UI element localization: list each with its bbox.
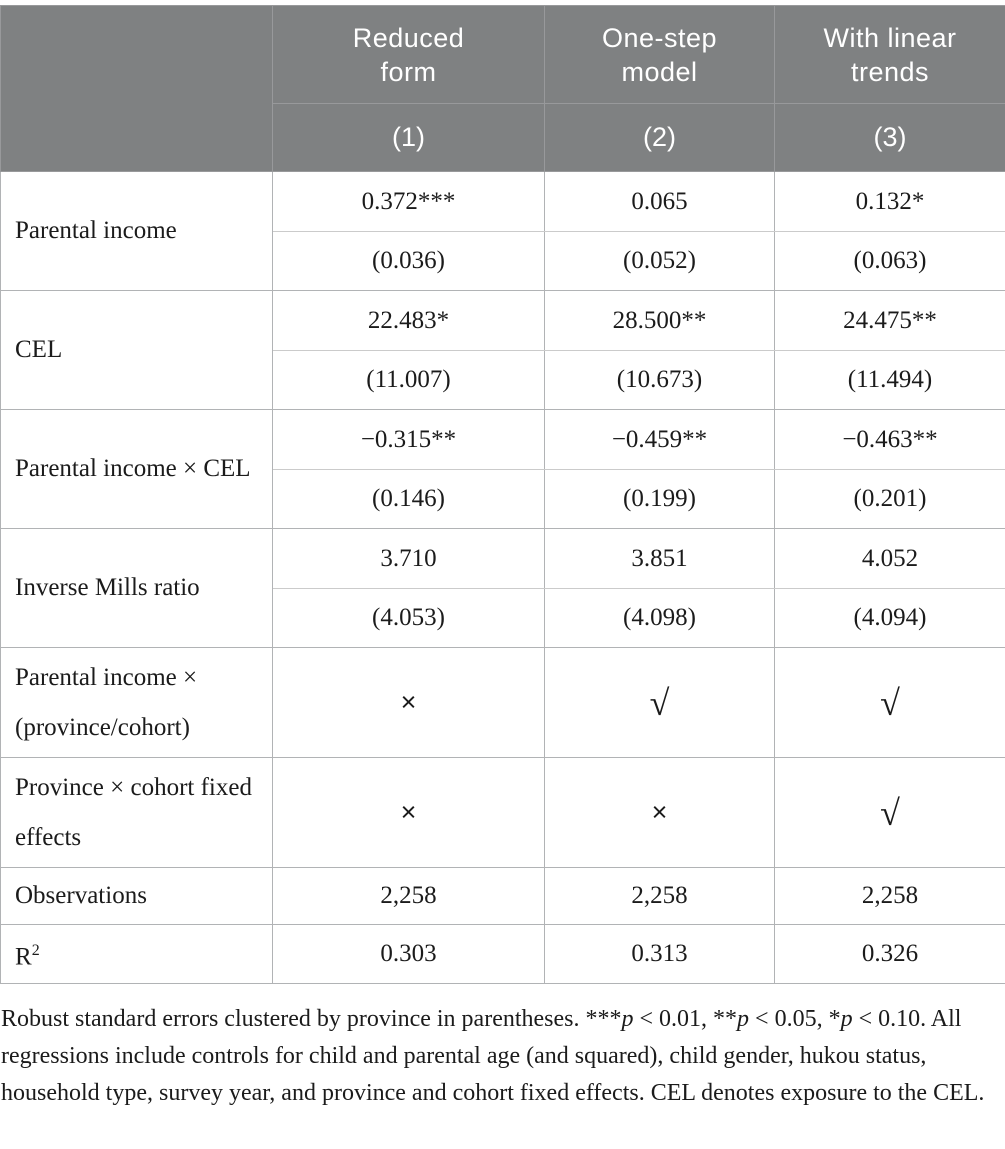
indicator-row: Parental income × (province/cohort) × √ √ <box>0 647 1005 758</box>
coefficient-cell: 0.065 <box>544 171 775 232</box>
stat-cell: 2,258 <box>544 867 775 925</box>
table-body: Parental income 0.372*** 0.065 0.132* (0.036… <box>0 171 1005 985</box>
column-number: (3) <box>774 103 1005 172</box>
se-cell: (4.094) <box>774 588 1005 648</box>
coefficient-cell: 28.500** <box>544 290 775 351</box>
cross-mark-cell: × <box>272 757 545 868</box>
se-cell: (0.199) <box>544 469 775 529</box>
footnote-segment: Robust standard errors clustered by prov… <box>1 1006 622 1033</box>
column-title: One-step model <box>544 5 775 104</box>
header-title-row: Reduced form One-step model With linear tr… <box>0 5 1005 172</box>
column-number: (2) <box>544 103 775 172</box>
row-label: Parental income <box>0 171 273 291</box>
se-cell: (11.007) <box>272 350 545 410</box>
coefficient-cell: 4.052 <box>774 528 1005 589</box>
column-title: With linear trends <box>774 5 1005 104</box>
stat-cell: 0.303 <box>272 924 545 985</box>
check-mark-cell: √ <box>774 757 1005 868</box>
column-title: Reduced form <box>272 5 545 104</box>
coefficient-cell: 24.475** <box>774 290 1005 351</box>
indicator-row: Province × cohort fixed effects × × √ <box>0 757 1005 868</box>
se-cell: (4.053) <box>272 588 545 648</box>
stat-cell: 0.313 <box>544 924 775 985</box>
standard-error-row: (0.036) (0.052) (0.063) <box>1 231 1005 291</box>
coefficient-row: Parental income 0.372*** 0.065 0.132* <box>0 171 1005 291</box>
se-cell: (0.146) <box>272 469 545 529</box>
row-label: Province × cohort fixed effects <box>0 757 273 868</box>
se-cell: (10.673) <box>544 350 775 410</box>
coefficient-row: CEL 22.483* 28.500** 24.475** <box>0 290 1005 410</box>
standard-error-row: (11.007) (10.673) (11.494) <box>1 350 1005 410</box>
coefficient-cell: −0.459** <box>544 409 775 470</box>
se-cell: (0.052) <box>544 231 775 291</box>
stat-cell: 2,258 <box>774 867 1005 925</box>
regression-results-table: Reduced form One-step model With linear tr… <box>0 5 1005 985</box>
column-number: (1) <box>272 103 545 172</box>
row-label: R2 <box>0 924 273 985</box>
label-superscript: 2 <box>31 942 40 959</box>
coefficient-cell: 22.483* <box>272 290 545 351</box>
row-label: Inverse Mills ratio <box>0 528 273 648</box>
table-header: Reduced form One-step model With linear tr… <box>0 5 1005 172</box>
se-cell: (4.098) <box>544 588 775 648</box>
row-label: CEL <box>0 290 273 410</box>
row-label: Parental income × CEL <box>0 409 273 529</box>
stat-row: R2 0.303 0.313 0.326 <box>0 924 1005 985</box>
coefficient-row: Parental income × CEL −0.315** −0.459** −0.… <box>0 409 1005 529</box>
footnote-segment: < 0.05, * <box>749 1006 841 1033</box>
header-corner-cell <box>0 5 273 172</box>
se-cell: (0.201) <box>774 469 1005 529</box>
coefficient-cell: −0.315** <box>272 409 545 470</box>
check-mark-cell: √ <box>774 647 1005 758</box>
row-label: Observations <box>0 867 273 925</box>
standard-error-row: (0.146) (0.199) (0.201) <box>1 469 1005 529</box>
footnote-italic-segment: p <box>621 1006 634 1033</box>
standard-error-row: (4.053) (4.098) (4.094) <box>1 588 1005 648</box>
stat-row: Observations 2,258 2,258 2,258 <box>0 867 1005 925</box>
se-cell: (0.063) <box>774 231 1005 291</box>
cross-mark-cell: × <box>272 647 545 758</box>
check-mark-cell: √ <box>544 647 775 758</box>
coefficient-cell: 0.132* <box>774 171 1005 232</box>
se-cell: (11.494) <box>774 350 1005 410</box>
footnote-segment: < 0.01, ** <box>633 1006 738 1033</box>
coefficient-row: Inverse Mills ratio 3.710 3.851 4.052 <box>0 528 1005 648</box>
coefficient-cell: 0.372*** <box>272 171 545 232</box>
footnote-italic-segment: p <box>737 1006 750 1033</box>
header-number-row: (1) (2) (3) <box>1 103 1005 172</box>
footnote-segment: < 0.10. All regressions include controls… <box>1 1006 985 1107</box>
coefficient-cell: 3.851 <box>544 528 775 589</box>
footnote-italic-segment: p <box>840 1006 853 1033</box>
coefficient-cell: −0.463** <box>774 409 1005 470</box>
row-label: Parental income × (province/cohort) <box>0 647 273 758</box>
se-cell: (0.036) <box>272 231 545 291</box>
coefficient-cell: 3.710 <box>272 528 545 589</box>
cross-mark-cell: × <box>544 757 775 868</box>
stat-cell: 2,258 <box>272 867 545 925</box>
stat-cell: 0.326 <box>774 924 1005 985</box>
footnote: Robust standard errors clustered by prov… <box>1 1001 1005 1112</box>
